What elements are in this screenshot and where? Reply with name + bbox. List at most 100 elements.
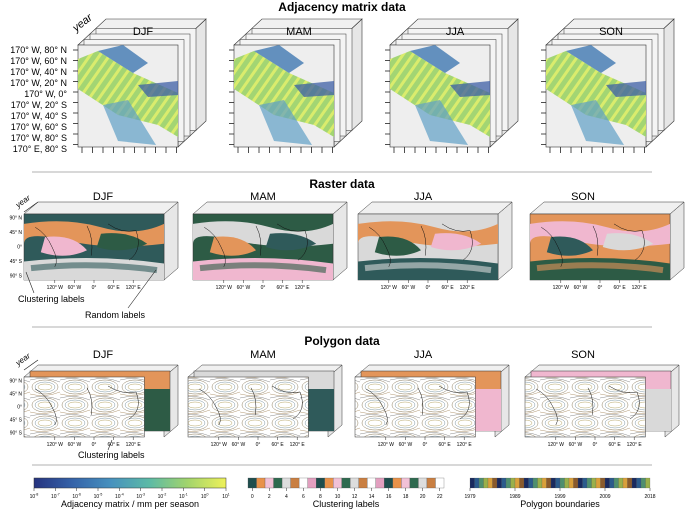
season-label: DJF: [93, 191, 113, 203]
colorbar-cell: [519, 477, 525, 489]
cluster-band: [30, 262, 158, 274]
colorbar-cell: [375, 477, 385, 489]
colorbar-cell: [409, 477, 419, 489]
colorbar-tick-label: 6: [302, 494, 305, 500]
heatmap-patch: [450, 81, 490, 97]
annotation-clustering-labels-polygon: Clustering labels: [78, 450, 145, 460]
adjacency-cubes: DJF MAM JJA SON: [73, 18, 675, 153]
colorbar-cell: [640, 477, 646, 489]
season-label: MAM: [250, 191, 276, 203]
colorbar-cell: [600, 477, 606, 489]
raster-maps: 120° W 60° W 0° 60° E 120° E 90° N 45° N 0° 45° …: [9, 201, 685, 291]
colorbar-cell: [555, 477, 561, 489]
colorbar-cell: [595, 477, 601, 489]
colorbar-tick-label: 0: [251, 494, 254, 500]
colorbar-tick-label: 4: [285, 494, 288, 500]
year-arrow: [23, 359, 39, 371]
heatmap-patch: [606, 81, 646, 97]
colorbar-tick-label: 10-5: [94, 493, 103, 501]
colorbar-cell: [591, 477, 597, 489]
colorbar-tick-label: 12: [352, 494, 358, 500]
lon-tick-label: 0°: [598, 285, 603, 291]
lon-tick-label: 60° W: [574, 285, 588, 291]
stack-top: [529, 201, 685, 215]
lon-tick-label: 120° E: [460, 285, 476, 291]
colorbar-cell: [622, 477, 628, 489]
coastline: [35, 385, 139, 426]
lon-tick-label: 0°: [426, 285, 431, 291]
row-label: 170° E, 80° S: [13, 144, 67, 154]
coastline: [536, 385, 640, 426]
cluster-region: [374, 236, 421, 256]
lon-tick-label: 120° E: [457, 442, 473, 448]
row-label: 170° W, 40° N: [10, 67, 67, 77]
year-label: year: [13, 193, 32, 210]
colorbar-cell: [247, 477, 257, 489]
annotation-line: [127, 269, 157, 309]
colorbar-tick-label: 10: [335, 494, 341, 500]
row-label: 170° W, 0°: [24, 89, 67, 99]
colorbar-cell: [604, 477, 610, 489]
heatmap-band: [390, 51, 490, 137]
lon-tick-label: 60° E: [441, 285, 454, 291]
colorbar-cell: [426, 477, 436, 489]
colorbar-tick-label: 10-8: [30, 493, 39, 501]
colorbar-tick-label: 22: [437, 494, 443, 500]
colorbar-cell: [541, 477, 547, 489]
cluster-band: [199, 262, 327, 274]
coastline: [369, 223, 473, 267]
colorbar-cell: [478, 477, 484, 489]
colorbar-cell: [435, 477, 445, 489]
legend-adjacency: 10-8 10-7 10-6 10-5 10-4 10-3 10-2 10-1 100 101 A…: [30, 477, 230, 509]
coastline: [204, 223, 308, 267]
lon-tick-label: 120° W: [378, 442, 395, 448]
lon-tick-label: 60° W: [232, 442, 246, 448]
colorbar-tick-label: 8: [319, 494, 322, 500]
lon-tick-label: 120° E: [290, 442, 306, 448]
lat-tick-label: 45° N: [9, 230, 22, 236]
colorbar-tick-label: 16: [386, 494, 392, 500]
colorbar-cell: [256, 477, 266, 489]
colorbar-tick-label: 2: [268, 494, 271, 500]
lat-tick-label: 90° N: [9, 216, 22, 222]
lon-tick-label: 60° W: [237, 285, 251, 291]
season-label: JJA: [414, 349, 433, 361]
colorbar-cell: [636, 477, 642, 489]
coastline: [35, 223, 139, 267]
polygon-boundaries: [187, 376, 309, 438]
polygon-map: 120° W 60° W 0° 60° E 120° E 90° N 45° N 0° 45° …: [9, 364, 179, 448]
coastline: [366, 385, 470, 426]
colorbar-cell: [550, 477, 556, 489]
lon-tick-label: 60° E: [613, 285, 626, 291]
colorbar-cell: [418, 477, 428, 489]
colorbar-cell: [350, 477, 359, 489]
heatmap-patch: [566, 45, 616, 73]
cluster-band: [536, 262, 664, 274]
lon-tick-label: 60° E: [107, 442, 120, 448]
annotation-clustering-labels: Clustering labels: [18, 294, 85, 304]
stack-top: [23, 201, 179, 215]
colorbar-cell: [582, 477, 588, 489]
lon-tick-label: 0°: [593, 442, 598, 448]
heatmap-patch: [138, 81, 178, 97]
raster-map: 120° W 60° W 0° 60° E 120° E: [192, 201, 348, 291]
lat-tick-label: 45° N: [9, 392, 22, 398]
colorbar-cell: [532, 477, 538, 489]
colorbar-cell: [487, 477, 493, 489]
season-label: MAM: [250, 349, 276, 361]
colorbar-cell: [559, 477, 565, 489]
colorbar-cell: [474, 477, 480, 489]
colorbar-cell: [528, 477, 534, 489]
season-label: DJF: [133, 26, 153, 38]
colorbar-tick-label: 10-3: [136, 493, 145, 501]
year-arrow: [23, 201, 39, 213]
annotation-random-labels: Random labels: [85, 310, 146, 320]
polygon-map: 120° W 60° W 0° 60° E 120° E: [524, 364, 680, 448]
lat-tick-label: 90° S: [10, 431, 23, 437]
polygon-boundaries: [354, 376, 476, 438]
lon-tick-label: 120° W: [381, 285, 398, 291]
colorbar-tick-label: 1999: [554, 494, 565, 500]
lon-tick-label: 60° W: [569, 442, 583, 448]
colorbar-cell: [341, 477, 351, 489]
annotation-line: [25, 271, 35, 294]
